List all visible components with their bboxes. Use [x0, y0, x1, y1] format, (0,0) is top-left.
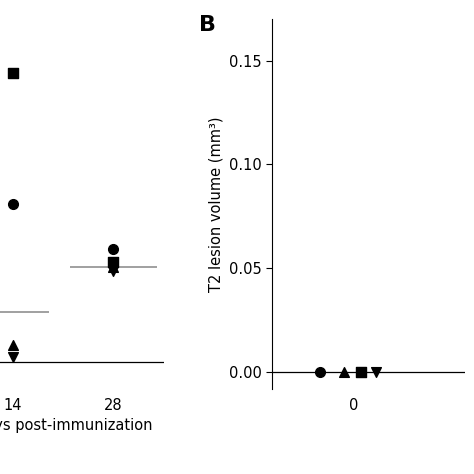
Point	[372, 368, 379, 376]
Point	[9, 353, 16, 361]
Text: B: B	[199, 15, 216, 35]
Point	[109, 268, 117, 275]
Point	[9, 342, 16, 349]
Point	[109, 263, 117, 271]
X-axis label: Days post-immunization: Days post-immunization	[0, 418, 152, 433]
Point	[341, 368, 348, 376]
Point	[317, 368, 324, 376]
Y-axis label: T2 lesion volume (mm³): T2 lesion volume (mm³)	[209, 116, 223, 292]
Point	[109, 259, 117, 266]
Point	[9, 69, 16, 77]
Point	[9, 200, 16, 208]
Point	[357, 368, 365, 376]
Point	[109, 245, 117, 253]
